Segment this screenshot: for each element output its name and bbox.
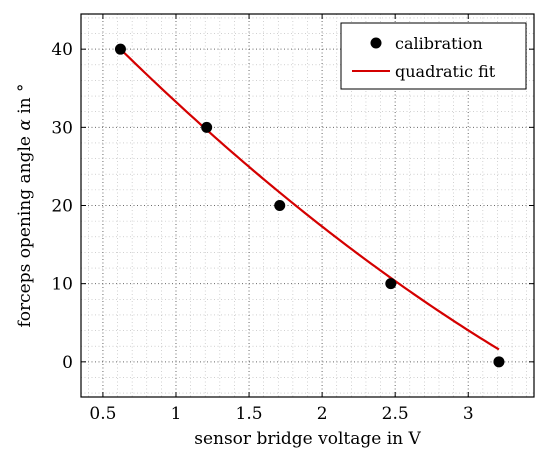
y-axis-title: forceps opening angle α in ° xyxy=(15,83,35,327)
y-tick-label: 0 xyxy=(62,353,73,373)
y-tick-label: 10 xyxy=(51,275,73,295)
x-tick-label: 2 xyxy=(317,404,328,424)
x-tick-label: 0.5 xyxy=(89,404,116,424)
x-tick-label: 2.5 xyxy=(382,404,409,424)
y-tick-label: 30 xyxy=(51,118,73,138)
legend-fit-label: quadratic fit xyxy=(395,62,496,81)
y-axis-title-prefix: forceps opening angle xyxy=(15,131,35,328)
calibration-point xyxy=(274,200,286,211)
calibration-point xyxy=(201,121,213,133)
legend-calibration-marker xyxy=(370,37,382,49)
axis-ticks xyxy=(81,14,534,397)
data-marks xyxy=(114,43,505,368)
calibration-point xyxy=(493,356,505,368)
calibration-point xyxy=(114,43,126,55)
plot-frame xyxy=(80,13,535,398)
x-tick-label: 3 xyxy=(463,404,474,424)
x-tick-label: 1 xyxy=(171,404,182,424)
quadratic-fit-line xyxy=(119,48,500,351)
legend: calibration quadratic fit xyxy=(340,22,527,90)
y-axis-title-suffix: in ° xyxy=(15,83,35,119)
legend-calibration-label: calibration xyxy=(395,34,483,53)
x-tick-label: 1.5 xyxy=(236,404,263,424)
y-axis-title-symbol: α xyxy=(15,119,35,131)
legend-box xyxy=(340,22,527,90)
x-axis-title: sensor bridge voltage in V xyxy=(194,429,421,449)
y-tick-label: 40 xyxy=(51,40,73,60)
y-tick-label: 20 xyxy=(51,197,73,217)
calibration-point xyxy=(385,278,397,290)
